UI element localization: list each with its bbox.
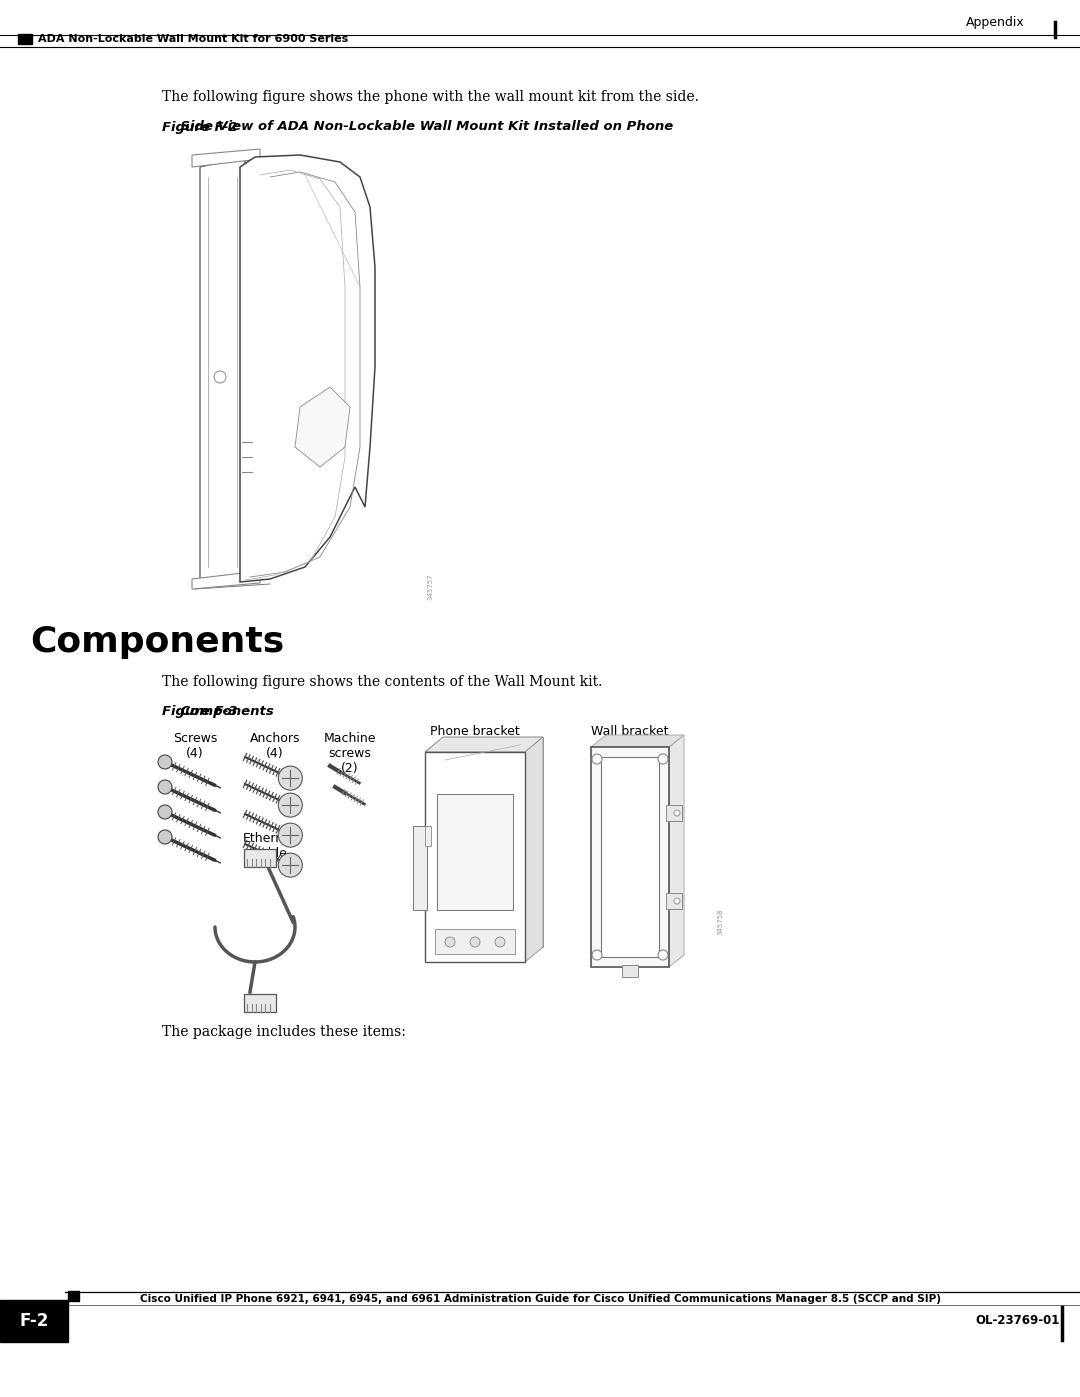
Text: Phone bracket: Phone bracket [430, 725, 519, 738]
Bar [18, 34, 32, 43]
Text: Figure F-2: Figure F-2 [162, 120, 238, 134]
Text: The following figure shows the phone with the wall mount kit from the side.: The following figure shows the phone wit… [162, 89, 699, 103]
Text: The following figure shows the contents of the Wall Mount kit.: The following figure shows the contents … [162, 675, 603, 689]
Polygon shape [200, 156, 245, 587]
Bar [666, 893, 681, 909]
Polygon shape [295, 387, 350, 467]
Bar [0, 1301, 68, 1343]
Polygon shape [192, 149, 260, 168]
Polygon shape [669, 735, 684, 967]
Text: ADA Non-Lockable Wall Mount Kit for 6900 Series: ADA Non-Lockable Wall Mount Kit for 6900… [38, 34, 348, 43]
Text: Machine
screws
(2): Machine screws (2) [324, 732, 376, 775]
Text: Components: Components [162, 705, 273, 718]
Bar [600, 757, 659, 957]
Bar [68, 1291, 79, 1301]
Circle shape [158, 805, 172, 819]
Bar [413, 826, 427, 909]
Circle shape [158, 830, 172, 844]
Text: Side View of ADA Non-Lockable Wall Mount Kit Installed on Phone: Side View of ADA Non-Lockable Wall Mount… [162, 120, 673, 134]
Polygon shape [443, 738, 543, 947]
Circle shape [279, 793, 302, 817]
Bar [437, 793, 513, 909]
Text: OL-23769-01: OL-23769-01 [975, 1315, 1059, 1327]
Polygon shape [240, 155, 375, 583]
Bar [244, 849, 276, 868]
Text: Anchors
(4): Anchors (4) [249, 732, 300, 760]
Text: Cisco Unified IP Phone 6921, 6941, 6945, and 6961 Administration Guide for Cisco: Cisco Unified IP Phone 6921, 6941, 6945,… [139, 1294, 941, 1303]
Text: 345758: 345758 [717, 908, 723, 936]
Circle shape [470, 937, 480, 947]
Circle shape [658, 950, 669, 960]
Bar [426, 752, 525, 963]
Bar [244, 995, 276, 1011]
Text: Appendix: Appendix [967, 15, 1025, 29]
Circle shape [279, 766, 302, 791]
Polygon shape [525, 738, 543, 963]
Circle shape [279, 854, 302, 877]
Text: Wall bracket: Wall bracket [591, 725, 669, 738]
Circle shape [214, 372, 226, 383]
Text: F-2: F-2 [19, 1312, 49, 1330]
Polygon shape [192, 571, 260, 590]
Text: 345757: 345757 [427, 574, 433, 601]
Circle shape [674, 898, 680, 904]
Circle shape [158, 754, 172, 768]
Circle shape [674, 810, 680, 816]
Bar [591, 747, 669, 967]
Bar [622, 965, 638, 977]
Text: Figure F-3: Figure F-3 [162, 705, 238, 718]
Circle shape [279, 823, 302, 847]
Circle shape [658, 754, 669, 764]
Polygon shape [591, 735, 684, 747]
Text: Components: Components [30, 624, 284, 659]
Circle shape [592, 950, 602, 960]
Text: Screws
(4): Screws (4) [173, 732, 217, 760]
Polygon shape [426, 738, 543, 752]
Circle shape [158, 780, 172, 793]
Circle shape [592, 754, 602, 764]
Circle shape [495, 937, 505, 947]
Bar [666, 805, 681, 821]
Bar [435, 929, 515, 954]
Circle shape [445, 937, 455, 947]
Bar [426, 826, 431, 847]
Text: Ethernet
cable: Ethernet cable [243, 833, 297, 861]
Text: The package includes these items:: The package includes these items: [162, 1025, 406, 1039]
